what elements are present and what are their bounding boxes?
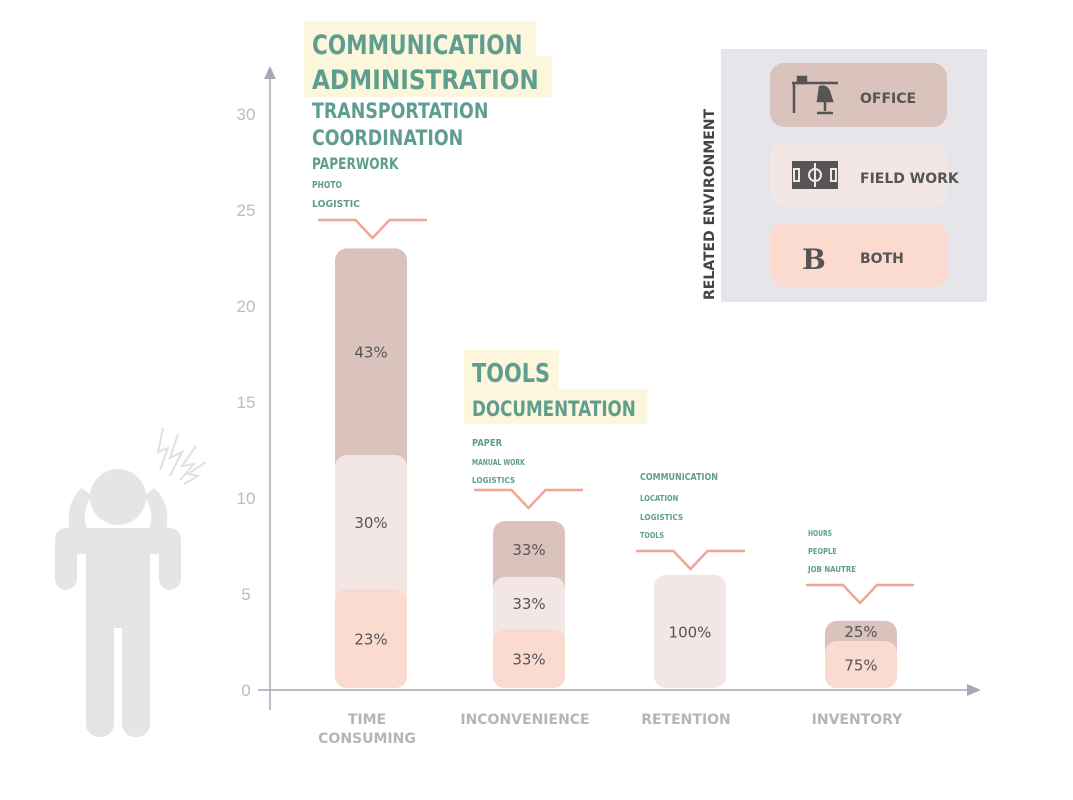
- chair-back: [816, 85, 834, 103]
- keyword-label: PAPER: [472, 438, 502, 449]
- keyword-label: TOOLS: [640, 531, 664, 540]
- bracket-time: [318, 218, 427, 240]
- category-label: RETENTION: [641, 712, 731, 728]
- y-axis-arrow: [264, 66, 276, 79]
- keyword-highlight: [304, 21, 536, 62]
- keyword-label: PEOPLE: [808, 547, 837, 556]
- x-axis-arrow: [967, 684, 981, 696]
- category-label: INVENTORY: [812, 712, 904, 728]
- y-tick-label: 30: [237, 105, 256, 124]
- stressed-person-icon: [55, 469, 181, 737]
- keyword-label: HOURS: [808, 529, 832, 538]
- segment-label: 33%: [512, 541, 545, 559]
- field-goal-right: [830, 168, 837, 182]
- bracket-inconvenience: [474, 488, 583, 510]
- stress-lightning-icon: [156, 427, 207, 485]
- legend-label: OFFICE: [860, 91, 916, 107]
- bar-inventory: 75% 25%: [825, 620, 897, 688]
- legend-item-office: OFFICE: [770, 63, 947, 127]
- segment-label: 23%: [354, 631, 387, 649]
- y-tick-label: 5: [241, 585, 250, 604]
- keyword-label: PHOTO: [312, 180, 342, 191]
- keyword-label: TOOLS: [472, 359, 550, 389]
- desk-chair-icon: [792, 75, 838, 115]
- y-tick-label: 15: [237, 393, 256, 412]
- legend-item-field: FIELD WORK: [770, 143, 960, 207]
- segment-label: 30%: [354, 514, 387, 532]
- keyword-label: DOCUMENTATION: [472, 397, 636, 421]
- y-tick-label: 10: [237, 489, 256, 508]
- field-goal-left: [793, 168, 800, 182]
- keyword-label: PAPERWORK: [312, 154, 399, 173]
- segment-label: 25%: [844, 623, 877, 641]
- y-tick-label: 0: [241, 681, 250, 700]
- legend-swatch: [770, 143, 947, 207]
- category-label: INCONVENIENCE: [460, 712, 589, 728]
- keyword-label: COMMUNICATION: [312, 30, 523, 61]
- segment-label: 33%: [512, 595, 545, 613]
- category-labels: TIME CONSUMING INCONVENIENCE RETENTION INVEN…: [318, 712, 903, 747]
- segment-label: 75%: [844, 657, 877, 675]
- keyword-label: TRANSPORTATION: [312, 99, 488, 123]
- keyword-label: COORDINATION: [312, 126, 463, 150]
- legend-label: BOTH: [860, 251, 904, 267]
- y-tick-label: 25: [237, 201, 256, 220]
- bar-inconvenience: 33% 33% 33%: [493, 521, 565, 688]
- keyword-highlight: [464, 350, 559, 390]
- keyword-label: MANUAL WORK: [472, 458, 525, 467]
- bars: 23% 30% 43% 33% 33% 33% 100% 75% 25%: [335, 248, 897, 688]
- bracket-inventory: [806, 583, 914, 605]
- soccer-field-icon: [792, 161, 838, 189]
- keyword-label: COMMUNICATION: [640, 472, 718, 483]
- legend: RELATED ENVIRONMENT OFFICE FIELD WORK B BOT…: [702, 49, 987, 302]
- bracket-retention: [636, 549, 745, 571]
- bar-time: 23% 30% 43%: [335, 248, 407, 688]
- keyword-label: LOGISTICS: [640, 513, 683, 522]
- segment-label: 100%: [669, 623, 712, 641]
- keyword-label: LOCATION: [640, 494, 678, 503]
- segment-label: 43%: [354, 344, 387, 362]
- keyword-brackets: [318, 218, 914, 605]
- legend-swatch: [770, 223, 947, 287]
- keyword-label: ADMINISTRATION: [312, 65, 539, 96]
- legend-item-both: B BOTH: [770, 223, 947, 287]
- category-label: CONSUMING: [318, 731, 416, 747]
- segment-label: 33%: [512, 651, 545, 669]
- legend-label: FIELD WORK: [860, 171, 960, 187]
- bar-segment-both: [493, 629, 565, 688]
- letter-b-icon: B: [802, 243, 826, 276]
- keyword-highlight: [464, 389, 648, 424]
- axes: [258, 66, 981, 710]
- legend-title: RELATED ENVIRONMENT: [702, 108, 718, 300]
- field-circle: [808, 168, 822, 182]
- keyword-highlight: [304, 56, 553, 97]
- keyword-label: JOB NAUTRE: [807, 565, 856, 574]
- category-label: TIME: [348, 712, 386, 728]
- keyword-labels: COMMUNICATION ADMINISTRATION TRANSPORTATIO…: [304, 21, 856, 574]
- bar-segment-both: [825, 641, 897, 688]
- keyword-label: LOGISTIC: [312, 199, 360, 210]
- bar-segment-field: [654, 574, 726, 688]
- y-tick-label: 20: [237, 297, 256, 316]
- keyword-label: LOGISTICS: [472, 476, 515, 485]
- desk-object: [796, 75, 808, 85]
- bar-retention: 100%: [654, 574, 726, 688]
- bar-segment-both: [335, 589, 407, 688]
- legend-swatch: [770, 63, 947, 127]
- y-axis-ticks: 0 5 10 15 20 25 30: [237, 105, 256, 700]
